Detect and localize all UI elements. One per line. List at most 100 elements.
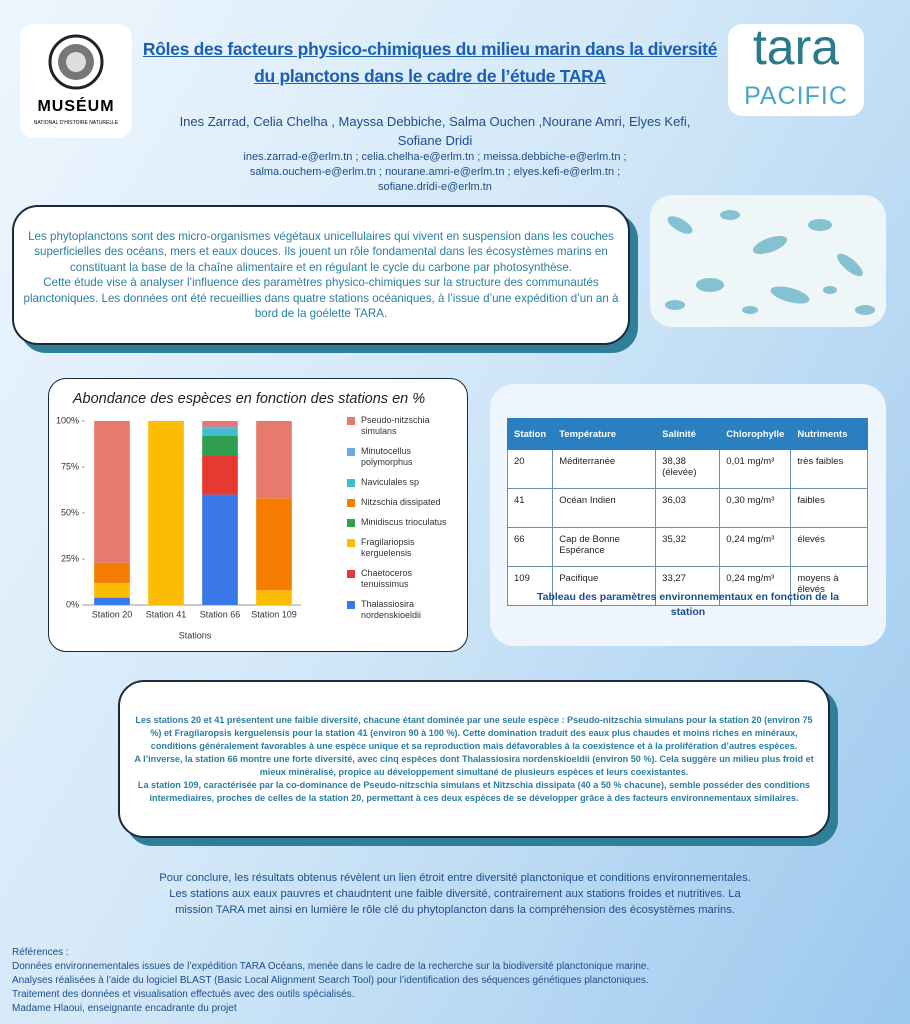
museum-sub: NATIONAL D’HISTOIRE NATURELLE	[33, 120, 119, 126]
legend-label: Naviculales sp	[361, 477, 420, 487]
table-cell: 109	[506, 566, 554, 606]
y-tick-label: 0%	[66, 599, 79, 609]
table-cell: 41	[506, 488, 554, 528]
column-header: Salinité	[655, 418, 721, 450]
reference-item: Données environnementales issues de l’ex…	[12, 961, 650, 972]
table-cell: Méditerranée	[552, 449, 657, 489]
bar-segment	[94, 582, 130, 598]
bar-segment	[148, 421, 184, 605]
table-cell: élevés	[790, 527, 868, 567]
bar-segment	[202, 426, 238, 429]
y-tick-label: 50%	[61, 507, 79, 517]
x-tick-label: Station 20	[92, 609, 133, 619]
email-line: salma.ouchem-e@erlm.tn ; nourane.amri-e@…	[249, 166, 621, 178]
legend-item: Pseudo-nitzschia simulans	[347, 415, 457, 437]
tara-logo: tara PACIFIC	[728, 19, 864, 116]
bar-segment	[256, 590, 292, 605]
table-caption: Tableau des paramètres environnementaux …	[536, 591, 840, 618]
table-cell: 20	[506, 449, 554, 489]
legend-item: Fragilariopsis kerguelensis	[347, 537, 457, 559]
legend-swatch	[347, 519, 355, 527]
y-tick-label: 25%	[61, 553, 79, 563]
museum-emblem	[48, 34, 104, 90]
header-row: Station Température Salinité Chlorophylle Nu…	[506, 418, 868, 450]
legend-item: Nitzschia dissipated	[347, 497, 457, 508]
column-header: Chlorophylle	[719, 418, 792, 450]
email-line: ines.zarrad-e@erlm.tn ; celia.chelha-e@e…	[243, 151, 627, 163]
legend-label: Nitzschia dissipated	[361, 497, 441, 507]
y-tick-label: 100%	[56, 415, 79, 425]
legend-label: Fragilariopsis kerguelensis	[361, 537, 415, 558]
chart-title: Abondance des espèces en fonction des st…	[72, 391, 425, 407]
bar-segment	[256, 498, 292, 591]
legend-swatch	[347, 448, 355, 456]
legend-swatch	[347, 601, 355, 609]
references-heading: Références :	[12, 947, 69, 958]
bar-segment	[256, 421, 292, 499]
chart-box: Abondance des espèces en fonction des st…	[48, 378, 468, 652]
legend-item: Chaetoceros tenuissimus	[347, 568, 457, 590]
table-cell: Océan Indien	[552, 488, 657, 528]
table-cell: 33,27	[655, 566, 721, 606]
table-box: Station Température Salinité Chlorophylle Nu…	[490, 384, 886, 646]
analysis-box: Les stations 20 et 41 présentent une fai…	[118, 680, 830, 838]
bar-segment	[202, 455, 238, 495]
authors: Ines Zarrad, Celia Chelha , Mayssa Debbi…	[179, 114, 691, 148]
table-cell: 0,30 mg/m³	[719, 488, 792, 528]
bar-segment	[202, 494, 238, 605]
table-cell: 0,01 mg/m³	[719, 449, 792, 489]
intro-paragraph: Cette étude vise à analyser l’influence …	[23, 276, 619, 320]
x-tick-label: Station 41	[146, 609, 187, 619]
table-cell: 66	[506, 527, 554, 567]
table-cell: Cap de Bonne Espérance	[552, 527, 657, 567]
legend-swatch	[347, 539, 355, 547]
legend-label: Thalassiosira nordenskioeldii	[361, 599, 422, 620]
table-cell: Pacifique	[552, 566, 657, 606]
column-header: Température	[552, 418, 657, 450]
x-tick-label: Station 66	[200, 609, 241, 619]
museum-name: MUSÉUM	[37, 98, 115, 115]
reference-item: Traitement des données et visualisation …	[12, 989, 355, 1000]
column-header: Nutriments	[790, 418, 868, 450]
tara-sub: PACIFIC	[744, 82, 848, 110]
email-line: sofiane.dridi-e@erlm.tn	[378, 181, 492, 193]
table: Station Température Salinité Chlorophylle Nu…	[506, 418, 868, 606]
bar-segment	[94, 421, 130, 563]
table-cell: moyens à élevés	[790, 566, 868, 606]
emails: ines.zarrad-e@erlm.tn ; celia.chelha-e@e…	[160, 150, 710, 195]
bar-segment	[202, 435, 238, 456]
title: Rôles des facteurs physico-chimiques du …	[142, 39, 718, 86]
legend-swatch	[347, 417, 355, 425]
legend-label: Minutocellus polymorphus	[361, 446, 413, 467]
legend-swatch	[347, 499, 355, 507]
legend-item: Minutocellus polymorphus	[347, 446, 457, 468]
x-tick-label: Station 109	[251, 609, 297, 619]
table-cell: très faibles	[790, 449, 868, 489]
legend: Pseudo-nitzschia simulans Minutocellus po…	[347, 415, 457, 630]
analysis-paragraph: A l’inverse, la station 66 montre une fo…	[134, 753, 814, 777]
analysis-paragraph: Les stations 20 et 41 présentent une fai…	[135, 714, 813, 751]
table-cell: 0,24 mg/m³	[719, 527, 792, 567]
column-header: Station	[506, 418, 554, 450]
bar-segment	[94, 597, 130, 605]
table-row: 41 Océan Indien 36,03 0,30 mg/m³ faibles	[506, 488, 868, 528]
table-cell: faibles	[790, 488, 868, 528]
reference-item: Analyses réalisées à l’aide du logiciel …	[12, 975, 649, 986]
tara-name: tara	[752, 19, 840, 75]
legend-label: Minidiscus trioculatus	[361, 517, 447, 527]
bar-segment	[202, 421, 238, 427]
table-cell: 38,38 (élevée)	[655, 449, 721, 489]
plankton-image	[650, 195, 886, 327]
legend-item: Naviculales sp	[347, 477, 457, 488]
legend-label: Pseudo-nitzschia simulans	[361, 415, 430, 436]
intro-paragraph: Les phytoplanctons sont des micro-organi…	[28, 229, 614, 274]
table-cell: 36,03	[655, 488, 721, 528]
legend-swatch	[347, 479, 355, 487]
reference-item: Madame Hlaoui, enseignante encadrante du…	[12, 1003, 237, 1014]
bar-segment	[202, 428, 238, 436]
references: Références : Données environnementales i…	[12, 946, 902, 1016]
legend-item: Minidiscus trioculatus	[347, 517, 457, 528]
table-cell: 35,32	[655, 527, 721, 567]
conclusion: Pour conclure, les résultats obtenus rév…	[159, 872, 751, 916]
